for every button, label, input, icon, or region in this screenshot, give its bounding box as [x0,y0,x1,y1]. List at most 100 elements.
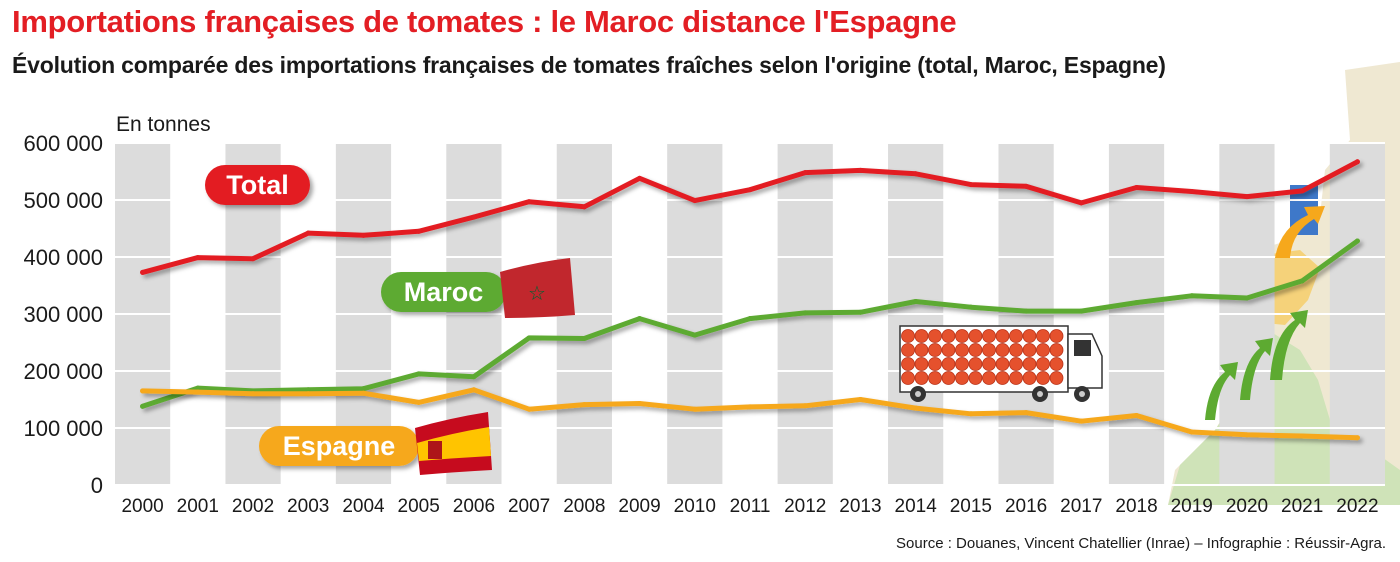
tomato-icon [982,357,996,371]
x-tick-label: 2007 [508,496,550,517]
x-tick-label: 2012 [784,496,826,517]
data-point-espagne [1078,418,1084,424]
data-point-espagne [195,389,201,395]
tomato-icon [995,357,1010,371]
series-label-pill [381,272,506,312]
data-point-espagne [747,404,753,410]
truck-illustration [899,325,1103,402]
tomato-icon [1049,329,1064,343]
data-point-total [968,182,974,188]
tomato-icon [1036,371,1050,385]
tomato-icon [928,371,942,385]
data-point-total [526,199,532,205]
tomato-icon [955,343,969,357]
tomato-icon [941,343,956,357]
x-tick-label: 2013 [839,496,881,517]
y-tick-label: 300 000 [23,302,103,327]
y-tick-label: 200 000 [23,359,103,384]
tomato-icon [1036,357,1050,371]
data-point-total [692,198,698,204]
data-point-total [913,171,919,177]
data-point-total [637,175,643,181]
tomato-icon [1049,371,1064,385]
y-tick-label: 600 000 [23,131,103,156]
data-point-espagne [416,399,422,405]
x-tick-label: 2004 [342,496,385,517]
series-line-maroc [140,238,1360,409]
x-tick-label: 2006 [453,496,495,517]
series-line-total [140,159,1360,275]
data-point-espagne [1244,432,1250,438]
data-point-espagne [526,406,532,412]
x-tick-label: 2021 [1281,496,1323,517]
data-point-total [1078,200,1084,206]
data-point-total [360,232,366,238]
y-tick-label: 400 000 [23,245,103,270]
growth-arrows-decoration [1205,206,1325,420]
data-point-maroc [195,385,201,391]
data-point-total [1189,188,1195,194]
data-point-total [1134,184,1140,190]
tomato-icon [968,357,983,371]
tomato-icon [914,329,929,343]
data-point-total [305,230,311,236]
tomato-icon [982,371,996,385]
tomato-icon [1036,343,1050,357]
data-point-total [857,167,863,173]
x-tick-label: 2014 [895,496,938,517]
tomato-icon [1022,329,1037,343]
data-point-espagne [1134,412,1140,418]
data-point-maroc [1354,238,1360,244]
data-point-total [471,214,477,220]
data-point-maroc [471,374,477,380]
data-point-maroc [1078,308,1084,314]
data-point-total [1299,188,1305,194]
tomato-icon [914,343,929,357]
tomato-icon [1009,329,1023,343]
data-point-maroc [802,310,808,316]
y-tick-label: 0 [91,473,103,498]
x-tick-label: 2018 [1115,496,1157,517]
x-tick-label: 2009 [618,496,660,517]
tomato-icon [1009,371,1023,385]
x-tick-label: 2020 [1226,496,1268,517]
data-point-espagne [857,397,863,402]
data-point-espagne [250,391,256,397]
x-tick-label: 2005 [398,496,440,517]
tomato-icon [901,343,915,357]
data-point-maroc [1299,278,1305,284]
tomato-icon [968,329,983,343]
tomato-icon [995,371,1010,385]
data-point-total [1023,183,1029,189]
data-point-espagne [1354,435,1360,441]
tomato-icon [1049,343,1064,357]
data-point-maroc [526,335,532,341]
x-tick-label: 2011 [730,496,771,517]
tomato-icon [941,371,956,385]
data-point-total [416,228,422,234]
tomato-icon [955,329,969,343]
tomato-icon [941,357,956,371]
data-point-espagne [140,388,146,394]
tomato-icon [1022,357,1037,371]
data-point-maroc [360,386,366,392]
data-point-maroc [416,371,422,377]
x-tick-label: 2017 [1060,496,1102,517]
tomato-icon [968,343,983,357]
data-point-espagne [305,391,311,397]
data-point-maroc [1189,293,1195,299]
tomato-icon [1009,343,1023,357]
source-note: Source : Douanes, Vincent Chatellier (In… [896,535,1386,552]
data-point-maroc [857,309,863,315]
data-point-espagne [471,387,477,393]
tomato-icon [982,343,996,357]
x-tick-label: 2001 [177,496,219,517]
morocco-flag-icon: ☆ [500,258,575,318]
data-point-espagne [581,402,587,408]
data-point-maroc [637,316,643,322]
data-point-espagne [1299,433,1305,439]
data-point-espagne [360,390,366,396]
x-tick-label: 2015 [950,496,992,517]
tomato-icon [914,371,929,385]
tomato-icon [1036,329,1050,343]
